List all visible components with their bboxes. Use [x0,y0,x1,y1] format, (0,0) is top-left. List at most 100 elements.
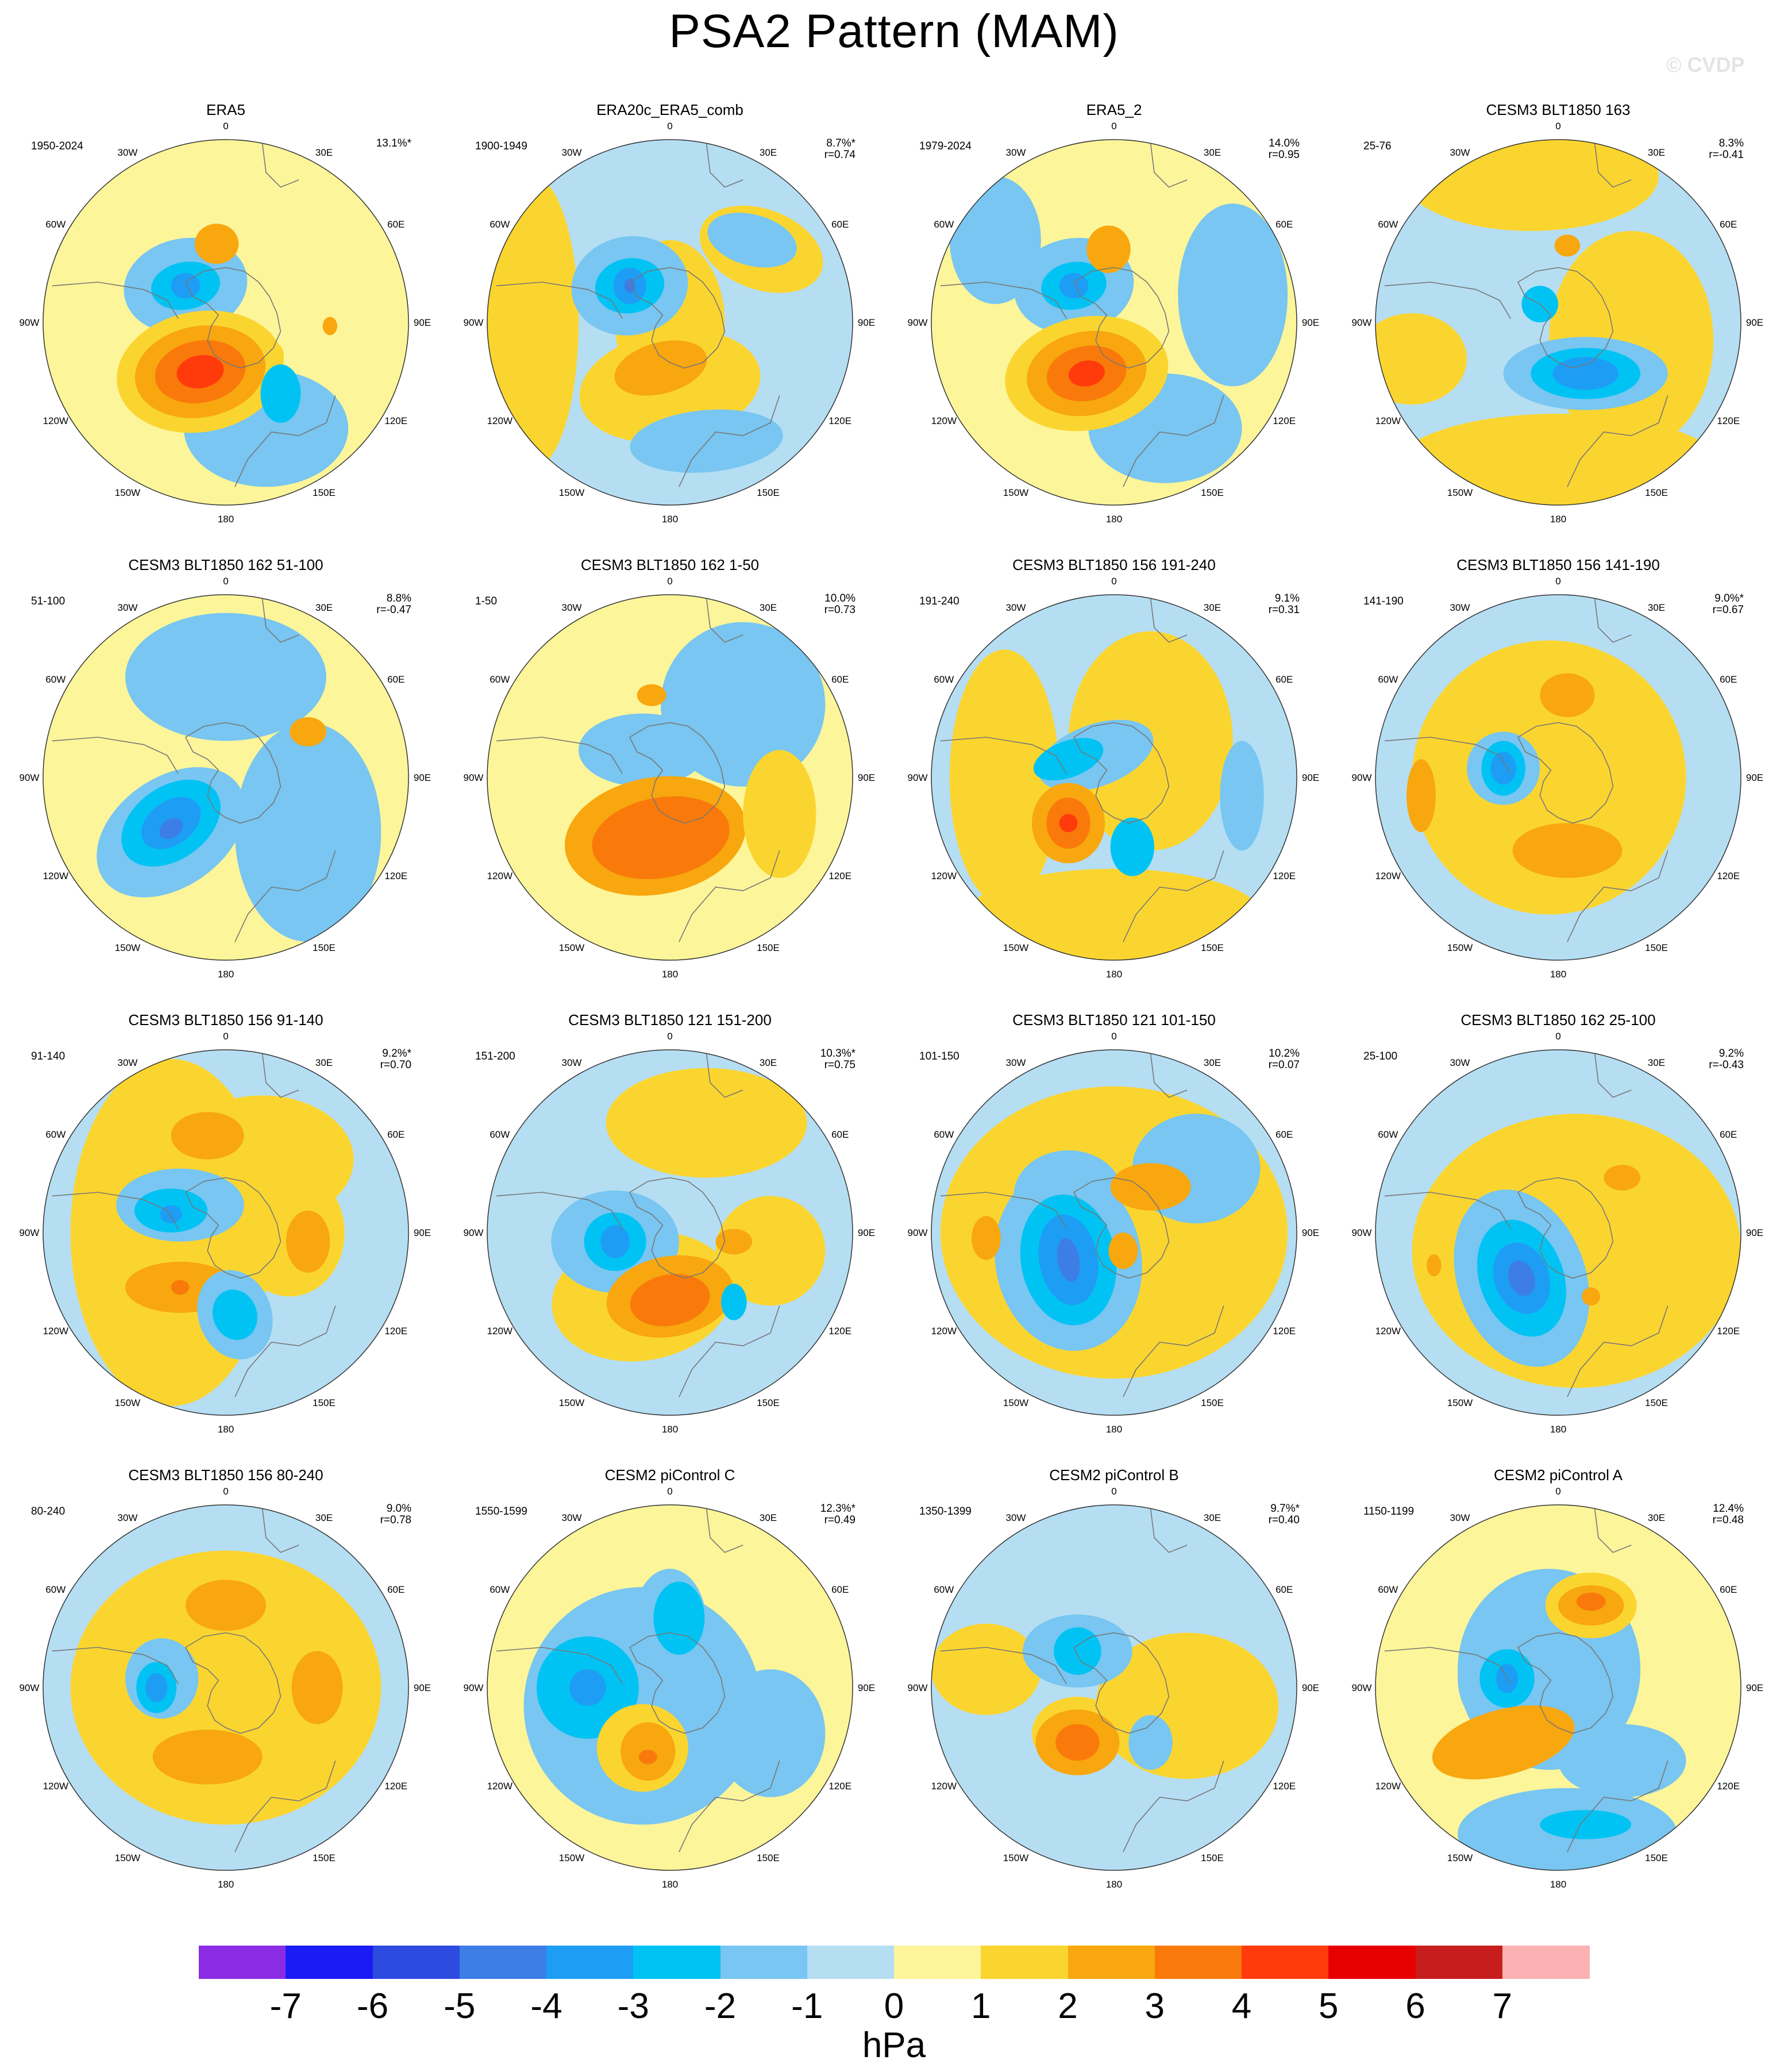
longitude-label: 150W [115,1397,140,1408]
longitude-label: 150E [313,942,336,953]
coastline [629,1177,726,1279]
positive-anomaly-contour [637,684,666,706]
map-panel: CESM2 piControl A 1150-1199 12.4% r=0.48 0 30… [1335,1466,1782,1920]
colorbar-swatch [1415,1946,1503,1979]
longitude-label: 180 [1550,514,1566,525]
longitude-label: 60W [490,219,510,230]
negative-anomaly-contour [1490,752,1516,785]
longitude-label: 150E [1645,1397,1668,1408]
longitude-label: 60E [387,1129,404,1140]
colorbar-tick-label: 3 [1145,1986,1165,2026]
longitude-label: 30W [562,147,582,158]
longitude-label: 30W [1450,1512,1470,1523]
longitude-label: 30W [118,1057,138,1068]
colorbar-tick-label: 1 [971,1986,991,2026]
panel-variance-explained: 14.0% [1269,137,1300,149]
colorbar-swatch [546,1946,634,1979]
colorbar-tick-label: 2 [1058,1986,1078,2026]
positive-anomaly-contour [1059,814,1078,833]
coastline [1594,143,1632,188]
longitude-label: 60E [831,219,849,230]
map-panel: CESM3 BLT1850 162 1-50 1-50 10.0% r=0.73 0 30… [446,556,893,1010]
longitude-label: 0 [223,576,228,587]
longitude-label: 150E [1201,1853,1224,1863]
longitude-label: 150W [1003,1397,1028,1408]
longitude-label: 180 [1550,1424,1566,1435]
longitude-label: 60W [1378,1584,1398,1595]
colorbar-tick-label: -7 [269,1986,302,2026]
positive-anomaly-contour [1582,1287,1601,1306]
longitude-label: 180 [662,969,678,980]
longitude-label: 150W [1003,487,1028,498]
longitude-label: 150E [757,1397,780,1408]
longitude-label: 90W [1352,317,1372,328]
map-boundary [1375,594,1741,961]
polar-map: 0 30E 60E 90E 120E 150E 180 150W 120W 90W 60W 30W [908,1031,1320,1435]
coastline [1517,722,1614,824]
longitude-label: 30W [562,1512,582,1523]
longitude-label: 30W [562,602,582,613]
negative-anomaly-contour [1033,738,1104,781]
colorbar-swatch [894,1946,981,1979]
negative-anomaly-contour [1540,1810,1632,1839]
longitude-label: 150W [559,487,584,498]
positive-anomaly-contour [171,1112,244,1160]
longitude-label: 120E [1273,415,1296,426]
longitude-label: 60E [387,674,404,685]
panel-title: CESM3 BLT1850 162 51-100 [128,556,323,573]
longitude-label: 120E [829,1781,851,1792]
coastline [1073,267,1170,369]
colorbar-tick-label: -1 [791,1986,823,2026]
longitude-label: 60W [45,674,65,685]
positive-anomaly-contour [1055,1724,1100,1761]
longitude-label: 120W [43,1326,68,1337]
longitude-label: 30W [118,1512,138,1523]
longitude-label: 30W [118,602,138,613]
negative-anomaly-contour [1178,203,1288,387]
colorbar-tick-label: -4 [530,1986,562,2026]
panel-correlation: r=0.74 [824,149,856,161]
map-panel: CESM3 BLT1850 162 25-100 25-100 9.2% r=-0.4… [1335,1011,1782,1465]
longitude-label: 90E [414,317,431,328]
longitude-label: 90E [1746,317,1763,328]
longitude-label: 90W [464,1682,484,1693]
longitude-label: 150E [757,487,780,498]
longitude-label: 180 [218,514,234,525]
longitude-label: 0 [1555,1031,1560,1042]
panel-period: 1950-2024 [31,140,83,152]
positive-anomaly-contour [152,1730,263,1785]
coastline [234,1305,336,1397]
longitude-label: 90W [464,317,484,328]
longitude-label: 180 [1106,1424,1122,1435]
longitude-label: 120W [931,415,957,426]
longitude-label: 150E [1201,1397,1224,1408]
longitude-label: 0 [1111,1031,1116,1042]
coastline [1073,1177,1170,1279]
positive-anomaly-contour [621,813,701,866]
positive-anomaly-contour [715,1196,826,1306]
coastline [234,395,336,487]
negative-anomaly-contour [653,1581,705,1655]
negative-anomaly-contour [234,722,382,942]
longitude-label: 90W [1352,1682,1372,1693]
longitude-label: 90E [414,1227,431,1238]
negative-anomaly-contour [260,364,301,423]
longitude-label: 60W [490,1129,510,1140]
negative-anomaly-contour [600,1225,630,1258]
longitude-label: 60W [45,219,65,230]
colorbar-swatch [286,1946,373,1979]
coastline [1384,737,1511,775]
longitude-label: 150E [1645,1853,1668,1863]
panel-period: 1150-1199 [1363,1505,1415,1518]
map-boundary [487,139,853,506]
positive-anomaly-contour [1604,1165,1641,1191]
coastline [1517,1177,1614,1279]
colorbar [199,1946,1590,1979]
longitude-label: 120E [384,1781,407,1792]
positive-anomaly-contour [487,176,579,469]
coastline [1594,1508,1632,1553]
longitude-label: 30W [1450,1057,1470,1068]
panel-correlation: r=-0.47 [376,604,411,616]
longitude-label: 60E [1720,674,1737,685]
longitude-label: 0 [667,576,672,587]
